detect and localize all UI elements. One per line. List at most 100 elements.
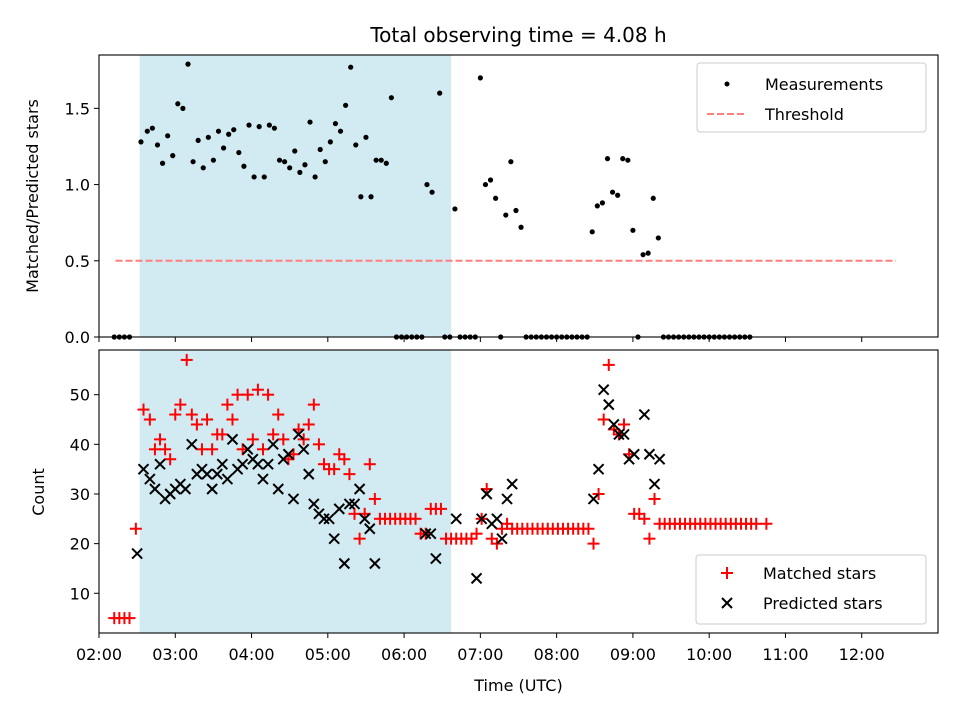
matched-point <box>206 443 219 456</box>
measurement-point <box>246 122 252 128</box>
matched-point <box>267 428 280 441</box>
predicted-point <box>501 493 513 505</box>
legend-label-threshold: Threshold <box>764 105 844 124</box>
predicted-point <box>506 478 518 490</box>
predicted-point <box>211 468 223 480</box>
measurement-point <box>312 174 318 180</box>
measurement-point <box>180 105 186 111</box>
matched-point <box>582 522 595 535</box>
measurement-point <box>604 156 611 162</box>
matched-point <box>597 413 610 426</box>
matched-point <box>368 492 381 505</box>
measurement-point <box>159 160 166 166</box>
measurement-point <box>236 149 242 156</box>
measurement-point <box>437 90 443 96</box>
predicted-point <box>648 478 661 490</box>
matched-point <box>302 418 315 431</box>
measurement-point <box>630 227 636 233</box>
matched-point <box>148 443 161 456</box>
predicted-point <box>608 418 620 431</box>
matched-point <box>143 413 156 426</box>
top-x-ticks <box>98 337 863 342</box>
x-tick-label: 12:00 <box>839 645 885 664</box>
bottom-marks <box>108 353 773 625</box>
measurement-point <box>383 160 389 166</box>
measurement-point <box>493 195 499 201</box>
measurement-point <box>261 174 267 180</box>
measurement-point <box>615 192 621 198</box>
top-panel: 0.0 0.5 1.0 1.5 Total observing time = 4.08… <box>23 23 939 347</box>
predicted-point <box>242 443 254 456</box>
measurement-point <box>210 157 217 163</box>
measurement-point <box>149 125 155 131</box>
measurement-point <box>424 181 430 188</box>
measurement-point <box>358 194 364 200</box>
predicted-point <box>221 473 234 485</box>
measurement-point <box>307 119 313 125</box>
predicted-point <box>618 428 630 441</box>
predicted-point <box>252 458 264 470</box>
y-tick-label: 10 <box>70 584 90 603</box>
matched-point <box>180 353 193 366</box>
bottom-plot-frame <box>98 349 939 634</box>
matched-point <box>490 537 503 550</box>
predicted-point <box>206 483 218 495</box>
matched-point <box>137 403 150 416</box>
bottom-x-axis: 02:00 03:00 04:00 05:00 06:00 07:00 08:00 09:00… <box>76 633 885 664</box>
bottom-y-axis: 10 20 30 40 50 <box>70 386 99 603</box>
predicted-point <box>425 527 437 540</box>
x-tick-label: 06:00 <box>381 645 427 664</box>
matched-point <box>348 507 361 520</box>
measurement-point <box>378 157 384 163</box>
predicted-point <box>481 488 493 500</box>
matched-point <box>638 512 651 525</box>
y-tick-label: 0.5 <box>65 252 90 271</box>
predicted-point <box>179 483 192 495</box>
matched-point <box>123 612 136 625</box>
predicted-point <box>333 503 345 515</box>
measurement-point <box>353 142 359 148</box>
predicted-point <box>131 547 143 560</box>
measurement-point <box>220 145 227 151</box>
measurement-point <box>332 120 339 127</box>
predicted-point <box>154 458 166 470</box>
top-y-axis: 0.0 0.5 1.0 1.5 <box>65 99 99 347</box>
measurement-point <box>200 165 206 171</box>
matched-point <box>190 418 203 431</box>
matched-point <box>409 512 422 525</box>
x-tick-label: 05:00 <box>305 645 351 664</box>
predicted-point <box>323 513 335 525</box>
measurement-point <box>271 125 278 131</box>
measurement-point <box>195 137 201 143</box>
matched-point <box>587 537 600 550</box>
matched-point <box>251 383 264 396</box>
matched-point <box>277 433 290 446</box>
x-tick-label: 08:00 <box>534 645 580 664</box>
predicted-point <box>643 448 656 460</box>
matched-point <box>602 358 615 371</box>
measurement-point <box>231 127 237 133</box>
measurement-point <box>175 101 181 107</box>
top-highlight-span <box>139 55 452 337</box>
measurement-point <box>348 64 354 70</box>
predicted-point <box>430 552 442 565</box>
measurement-point <box>287 165 293 171</box>
predicted-point <box>628 448 640 460</box>
measurement-point <box>503 212 509 218</box>
matched-point <box>618 418 631 431</box>
predicted-point <box>470 572 483 585</box>
matched-point <box>470 527 483 540</box>
measurement-point <box>452 206 458 212</box>
x-tick-label: 02:00 <box>76 645 122 664</box>
measurement-point <box>154 142 161 148</box>
top-legend-box <box>696 62 927 133</box>
measurement-point <box>589 229 595 235</box>
predicted-point <box>303 468 315 480</box>
matched-point <box>353 532 366 545</box>
matched-point <box>231 388 244 401</box>
matched-point <box>262 388 275 401</box>
measurement-point <box>205 134 211 140</box>
predicted-point <box>592 463 605 475</box>
y-tick-label: 30 <box>70 485 90 504</box>
measurement-point <box>337 128 344 134</box>
